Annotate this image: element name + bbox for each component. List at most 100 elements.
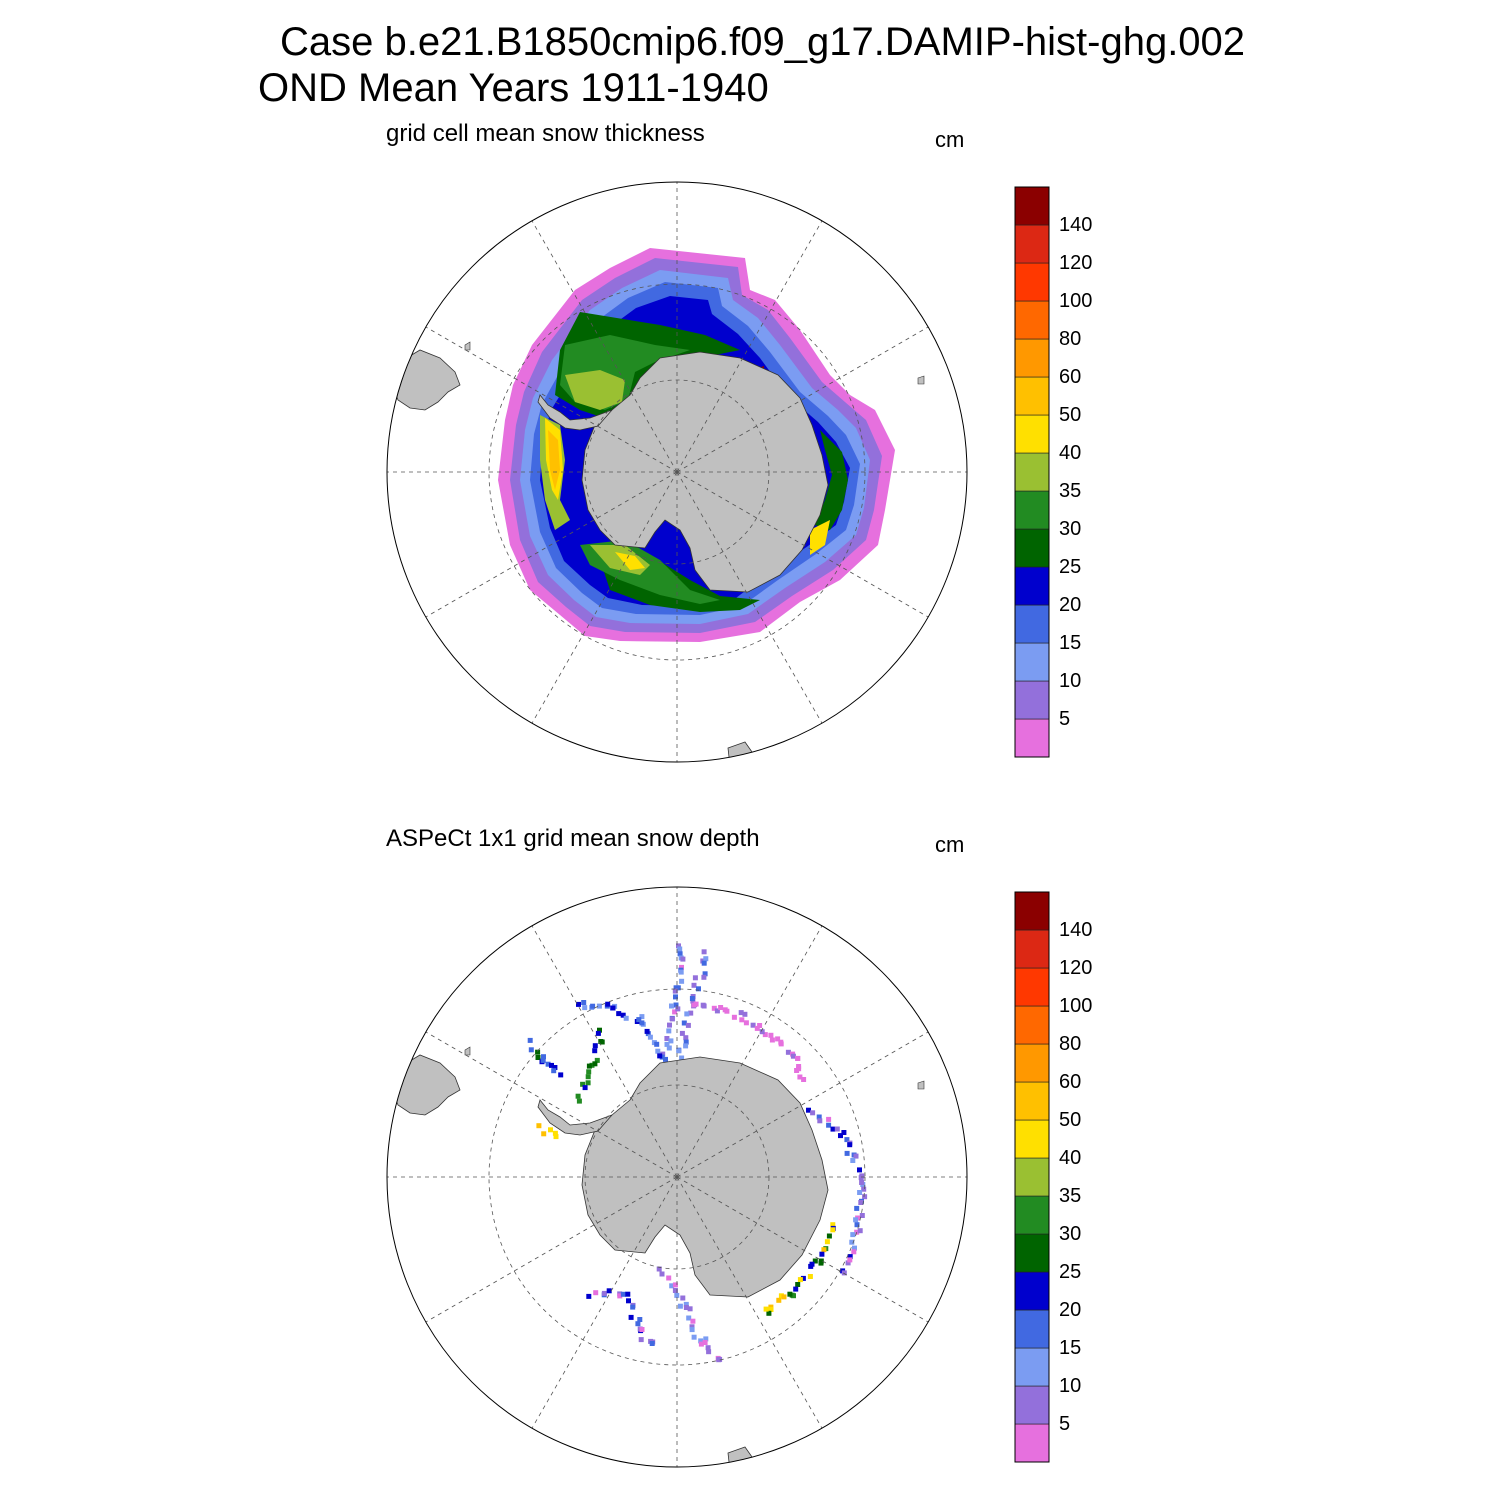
colorbar-model	[1014, 186, 1050, 758]
meridian-line	[416, 321, 678, 473]
obs-cell	[637, 1317, 643, 1322]
obs-cell	[649, 1341, 655, 1346]
obs-cell	[616, 1011, 622, 1017]
obs-cell	[594, 1057, 600, 1063]
colorbar-swatch	[1014, 224, 1050, 264]
panel-title-obs: ASPeCt 1x1 grid mean snow depth	[386, 825, 760, 852]
obs-cell	[657, 1053, 663, 1059]
obs-cell	[593, 1290, 599, 1296]
band-50-60cm	[548, 430, 560, 490]
obs-cell	[676, 1048, 682, 1054]
obs-cell	[806, 1107, 811, 1113]
meridian-line	[416, 1026, 678, 1178]
obs-cell	[854, 1222, 860, 1228]
obs-cell	[590, 1003, 596, 1009]
obs-cell	[625, 1291, 631, 1297]
colorbar-label: 140	[1059, 919, 1093, 941]
obs-cell	[610, 1005, 616, 1011]
obs-cell	[801, 1077, 807, 1082]
obs-cell	[717, 1356, 723, 1362]
panel-title-model: grid cell mean snow thickness	[386, 120, 705, 147]
obs-cell	[597, 1027, 602, 1033]
obs-cell	[548, 1127, 553, 1133]
obs-cell	[586, 1293, 592, 1299]
obs-cell	[672, 1288, 678, 1293]
obs-cell	[551, 1068, 557, 1074]
obs-cell	[762, 1032, 768, 1038]
obs-cell	[664, 1041, 670, 1047]
colorbar-swatch	[1014, 1081, 1050, 1121]
obs-cell	[816, 1114, 822, 1120]
obs-cell	[701, 949, 707, 955]
colorbar-swatch	[1014, 376, 1050, 416]
obs-cell	[683, 1035, 689, 1041]
colorbar-label: 50	[1059, 1109, 1082, 1131]
obs-cell	[700, 1002, 706, 1008]
obs-cell	[818, 1260, 824, 1266]
obs-cell	[679, 964, 684, 970]
obs-cell	[812, 1258, 818, 1264]
obs-cell	[857, 1167, 862, 1173]
obs-cell	[654, 1041, 660, 1047]
obs-cell	[711, 1005, 717, 1011]
obs-cell	[759, 1029, 765, 1035]
obs-cell	[659, 1271, 665, 1277]
colorbar-swatch	[1014, 967, 1050, 1007]
obs-cell	[819, 1251, 825, 1257]
colorbar-swatch	[1014, 891, 1050, 931]
obs-cell	[778, 1041, 784, 1047]
obs-cell	[541, 1131, 547, 1137]
obs-cell	[826, 1122, 832, 1128]
meridian-line	[526, 471, 678, 733]
obs-cell	[691, 1334, 697, 1340]
obs-cell	[672, 1009, 678, 1015]
colorbar-label: 15	[1059, 632, 1082, 654]
obs-cell	[714, 1008, 720, 1014]
colorbar-swatch	[1014, 186, 1050, 226]
colorbar-swatch	[1014, 1157, 1050, 1197]
obs-cell	[535, 1049, 541, 1055]
obs-cell	[691, 982, 697, 988]
obs-cell	[576, 1098, 582, 1104]
colorbar-label: 50	[1059, 404, 1082, 426]
meridian-line	[676, 471, 828, 733]
obs-cell	[664, 1036, 670, 1041]
obs-cell	[698, 1338, 704, 1344]
obs-cell	[690, 998, 696, 1004]
colorbar-label: 10	[1059, 670, 1082, 692]
obs-cell	[824, 1239, 830, 1245]
obs-cell	[742, 1011, 748, 1017]
obs-cell	[580, 1081, 586, 1087]
colorbar-swatch	[1014, 1347, 1050, 1387]
colorbar-label: 60	[1059, 366, 1082, 388]
obs-cell	[528, 1047, 534, 1053]
obs-cell	[686, 1315, 692, 1321]
obs-cell	[763, 1306, 769, 1312]
colorbar-label: 20	[1059, 594, 1082, 616]
obs-cell	[800, 1275, 806, 1281]
obs-cell	[626, 1298, 631, 1304]
obs-cell	[677, 1303, 683, 1309]
colorbar-label: 35	[1059, 1185, 1082, 1207]
obs-cell	[778, 1293, 784, 1299]
obs-cell	[787, 1291, 793, 1297]
latitude-ring	[584, 379, 770, 565]
panel-units-model: cm	[935, 127, 965, 152]
obs-cell	[683, 1039, 689, 1045]
obs-cell	[669, 1016, 675, 1022]
band-40-50cm-c	[810, 520, 830, 555]
obs-cell	[685, 1022, 691, 1028]
obs-cell	[628, 1314, 634, 1320]
colorbar-swatch	[1014, 262, 1050, 302]
colorbar-swatch	[1014, 300, 1050, 340]
obs-cell	[738, 1010, 744, 1016]
obs-cell	[858, 1175, 864, 1181]
obs-cell	[679, 1030, 685, 1036]
obs-cell	[852, 1245, 857, 1251]
obs-cell	[698, 1341, 704, 1347]
obs-cell	[769, 1037, 775, 1043]
colorbar-label: 25	[1059, 1261, 1082, 1283]
meridian-line	[676, 1176, 938, 1328]
obs-cell	[757, 1023, 763, 1028]
obs-cell	[679, 978, 685, 984]
